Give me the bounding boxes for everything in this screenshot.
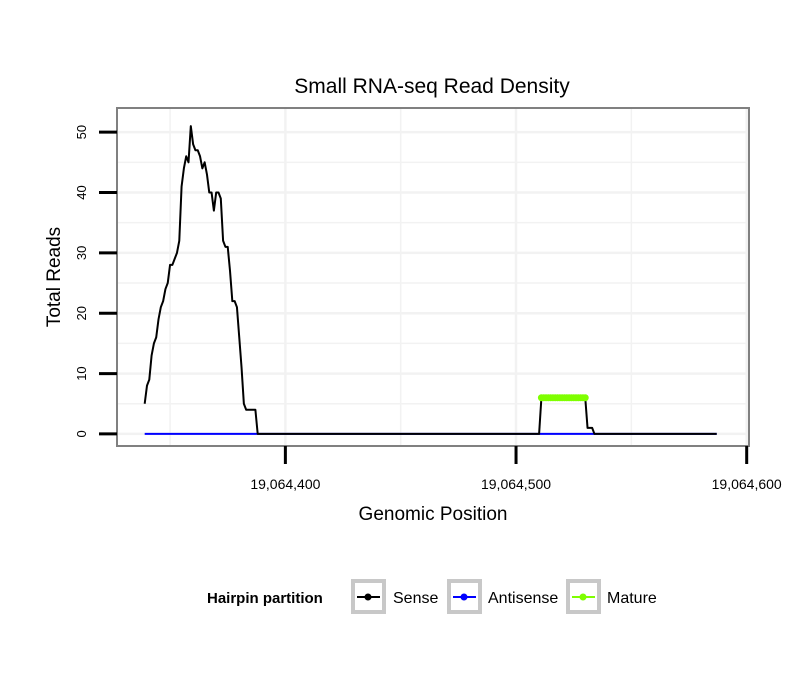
plot-panel — [117, 108, 749, 446]
legend-point-antisense — [460, 593, 468, 601]
series-line-sense — [143, 125, 717, 435]
x-tick-label: 19,064,400 — [250, 476, 320, 492]
x-tick-label: 19,064,500 — [481, 476, 551, 492]
legend-item-mature: Mature — [566, 579, 657, 614]
chart-title: Small RNA-seq Read Density — [294, 75, 570, 98]
x-tick-label: 19,064,600 — [712, 476, 782, 492]
x-axis: 19,064,400 19,064,500 19,064,600 — [250, 446, 782, 492]
plot-border — [116, 107, 750, 447]
y-tick-label: 30 — [74, 246, 89, 260]
y-tick-label: 50 — [74, 125, 89, 139]
legend-item-sense: Sense — [351, 579, 438, 614]
grid — [117, 108, 749, 446]
legend-point-sense — [364, 593, 372, 601]
legend-label-mature: Mature — [607, 590, 657, 607]
legend-label-antisense: Antisense — [488, 590, 558, 607]
legend: Hairpin partition Sense Antisense Mature — [207, 579, 657, 614]
y-axis-label: Total Reads — [44, 227, 65, 327]
y-tick-label: 10 — [74, 366, 89, 380]
legend-label-sense: Sense — [393, 590, 438, 607]
legend-title: Hairpin partition — [207, 590, 323, 607]
series-layer — [143, 125, 717, 435]
y-axis: 0 10 20 30 40 50 — [74, 125, 117, 438]
data-point-mature — [581, 394, 589, 402]
y-tick-label: 0 — [74, 430, 89, 437]
legend-item-antisense: Antisense — [447, 579, 558, 614]
legend-point-mature — [579, 593, 587, 601]
y-tick-label: 20 — [74, 306, 89, 320]
x-axis-label: Genomic Position — [359, 504, 508, 525]
y-tick-label: 40 — [74, 185, 89, 199]
